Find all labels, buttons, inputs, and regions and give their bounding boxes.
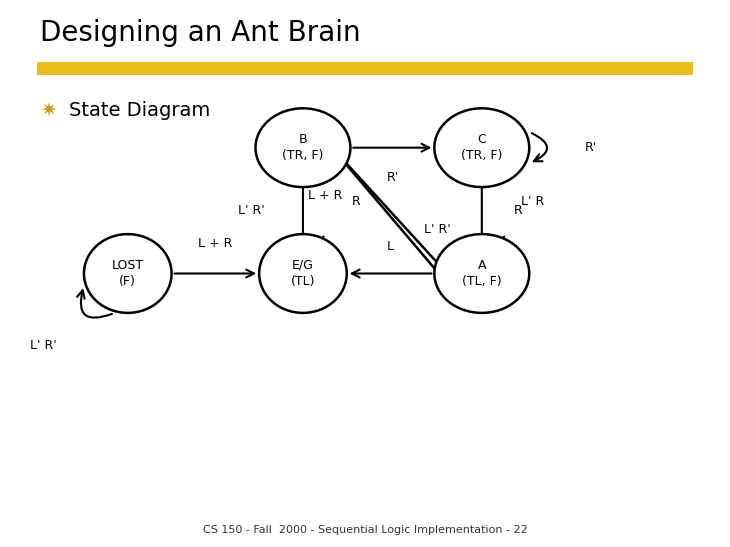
Text: L' R': L' R' — [239, 204, 265, 217]
Ellipse shape — [434, 234, 529, 313]
Text: C
(TR, F): C (TR, F) — [461, 133, 502, 162]
Text: E/G
(TL): E/G (TL) — [291, 259, 315, 288]
Text: L + R: L + R — [307, 189, 342, 202]
Text: ✷: ✷ — [40, 101, 56, 120]
Text: Designing an Ant Brain: Designing an Ant Brain — [40, 19, 361, 47]
Text: R': R' — [386, 171, 399, 184]
Text: B
(TR, F): B (TR, F) — [283, 133, 323, 162]
Ellipse shape — [255, 108, 350, 187]
Text: CS 150 - Fall  2000 - Sequential Logic Implementation - 22: CS 150 - Fall 2000 - Sequential Logic Im… — [203, 525, 527, 535]
Text: L' R': L' R' — [424, 223, 450, 236]
Ellipse shape — [84, 234, 172, 313]
Text: L' R': L' R' — [31, 339, 57, 352]
Ellipse shape — [259, 234, 347, 313]
Ellipse shape — [434, 108, 529, 187]
Text: R: R — [351, 195, 360, 207]
Text: A
(TL, F): A (TL, F) — [462, 259, 502, 288]
Text: R: R — [514, 204, 523, 217]
Text: State Diagram: State Diagram — [69, 101, 210, 120]
Text: LOST
(F): LOST (F) — [112, 259, 144, 288]
Text: R': R' — [585, 141, 597, 154]
Text: L + R: L + R — [198, 237, 233, 250]
Text: L' R: L' R — [521, 195, 545, 208]
Text: L: L — [387, 240, 394, 253]
Bar — [36, 62, 693, 75]
